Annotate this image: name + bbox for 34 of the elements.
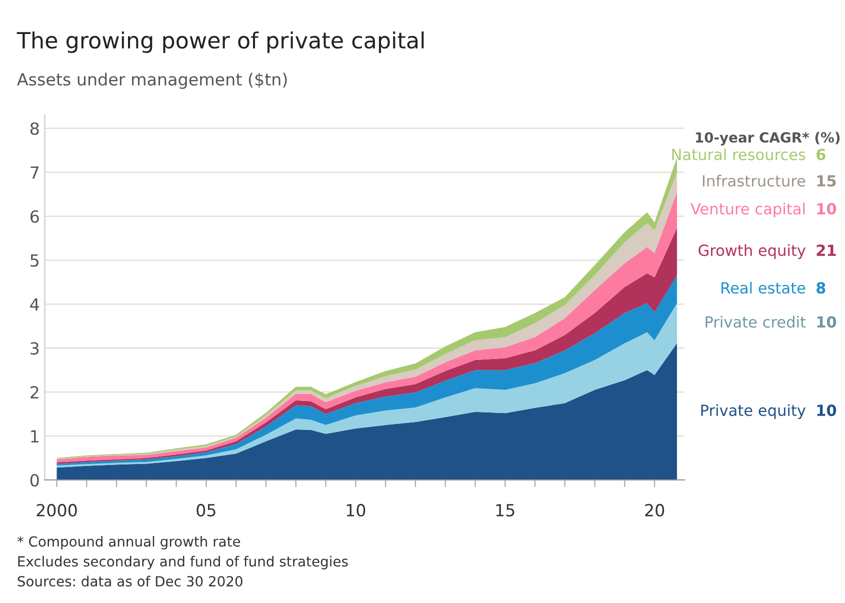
y-tick-label: 6 — [30, 210, 39, 223]
series-label: Growth equity — [698, 244, 806, 260]
text: 15 — [817, 175, 836, 187]
x-tick-label: 15 — [496, 504, 514, 516]
text: Excludes secondary and fund of fund strategies — [18, 556, 348, 570]
text: 8 — [816, 282, 826, 294]
y-tick-label: 1 — [31, 430, 38, 442]
chart-title: The growing power of private capital — [16, 31, 424, 53]
y-tick-label: 8 — [30, 122, 39, 135]
series-label: Private credit — [706, 316, 806, 328]
y-tick-label: 5 — [30, 254, 38, 267]
text: 10 — [817, 316, 836, 328]
text: 10 — [817, 202, 836, 215]
y-tick-label: 3 — [30, 342, 39, 355]
chart-subtitle: Assets under management ($tn) — [17, 72, 287, 89]
text: 6 — [816, 148, 826, 160]
y-tick-label: 7 — [30, 166, 38, 179]
series-label: Venture capital — [690, 202, 805, 218]
x-tick-label: 10 — [346, 504, 366, 516]
text: 21 — [816, 244, 836, 256]
text: 10 — [817, 404, 836, 416]
y-tick-label: 0 — [30, 474, 39, 487]
source-note: Sources: data as of Dec 30 2020 — [18, 576, 242, 587]
text: * Compound annual growth rate — [17, 536, 240, 550]
y-tick-label: 4 — [30, 298, 39, 311]
x-tick-label: 2000 — [36, 504, 77, 516]
series-label: Infrastructure — [702, 174, 806, 187]
y-tick-label: 2 — [30, 386, 38, 398]
series-label: Private equity — [701, 404, 806, 420]
text: Real estate — [722, 282, 806, 294]
text: 10-year CAGR* (%) — [696, 132, 840, 146]
series-label: Natural resources — [672, 148, 806, 160]
x-tick-label: 05 — [196, 504, 216, 516]
x-tick-label: 20 — [645, 504, 664, 516]
